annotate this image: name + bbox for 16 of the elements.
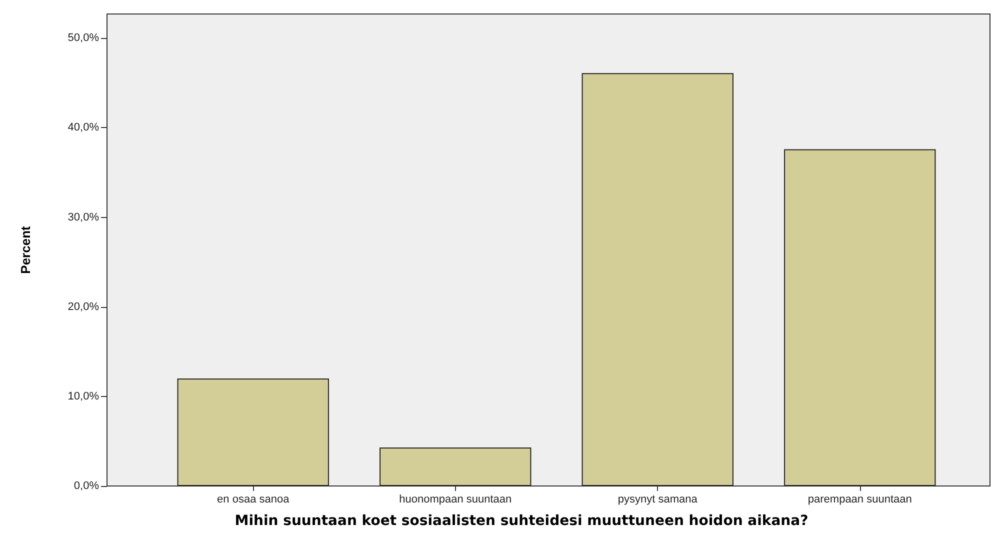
y-axis-title: Percent bbox=[18, 225, 33, 274]
x-tick-label: en osaa sanoa bbox=[217, 494, 290, 506]
bar bbox=[582, 73, 734, 486]
x-axis-title: Mihin suuntaan koet sosiaalisten suhteidesi muuttuneen hoidon aikana? bbox=[234, 513, 808, 529]
y-tick-label: 10,0% bbox=[68, 390, 100, 402]
y-tick-label: 30,0% bbox=[68, 211, 100, 224]
x-tick-label: huonompaan suuntaan bbox=[399, 494, 512, 506]
y-tick-label: 20,0% bbox=[68, 300, 100, 313]
bar bbox=[177, 378, 329, 486]
x-tick-label: pysynyt samana bbox=[618, 494, 698, 506]
bar bbox=[380, 447, 532, 486]
y-tick-label: 40,0% bbox=[68, 122, 100, 134]
y-tick-label: 0,0% bbox=[74, 480, 100, 492]
bar bbox=[784, 149, 936, 486]
y-tick-label: 50,0% bbox=[68, 32, 100, 44]
x-tick-label: parempaan suuntaan bbox=[808, 494, 912, 506]
